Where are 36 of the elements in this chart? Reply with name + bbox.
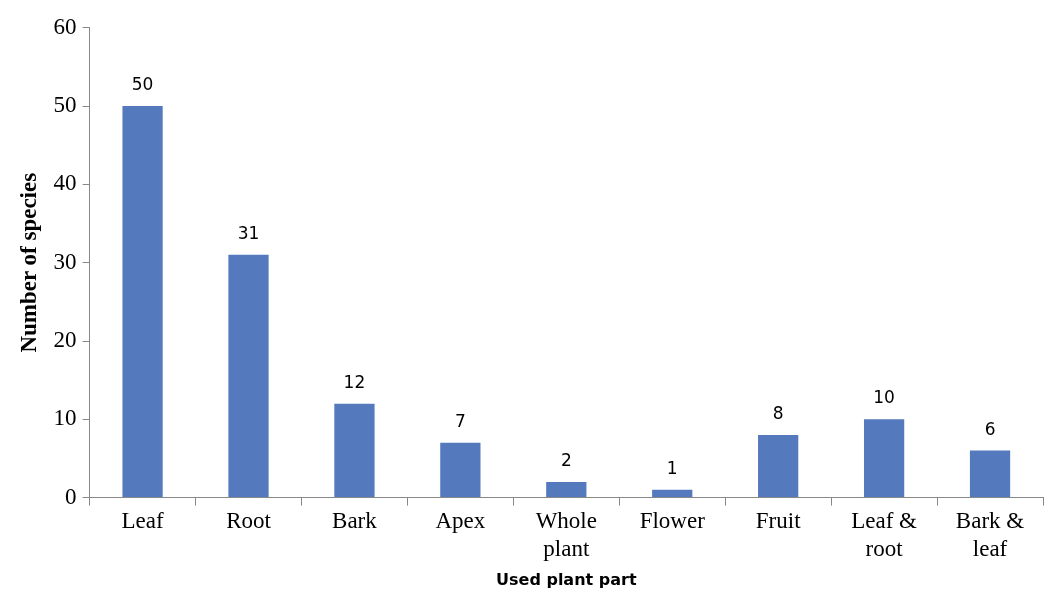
x-axis-title: Used plant part (496, 569, 637, 589)
data-label: 6 (984, 418, 996, 439)
x-tick-label: Bark (332, 508, 378, 534)
data-label: 8 (772, 402, 784, 423)
bar (758, 434, 799, 498)
y-tick-label: 30 (53, 248, 77, 274)
bar (334, 403, 375, 498)
data-label: 12 (343, 371, 366, 392)
x-tick-label: Flower (639, 508, 706, 534)
data-label: 50 (131, 74, 154, 95)
y-tick-label: 20 (53, 327, 77, 353)
bar (863, 419, 905, 498)
y-tick-label: 0 (65, 483, 77, 509)
bar (122, 106, 163, 498)
x-tick-label: Fruit (755, 508, 802, 534)
y-tick-label: 50 (53, 92, 77, 118)
bar (652, 489, 693, 498)
x-tick-label: Root (226, 508, 272, 534)
y-axis-title: Number of species (15, 172, 41, 353)
bar (969, 450, 1011, 498)
y-tick-label: 40 (53, 170, 77, 196)
x-tick-label: Apex (435, 508, 486, 534)
y-tick-label: 60 (53, 13, 77, 39)
data-label: 2 (560, 449, 572, 470)
data-label: 7 (454, 410, 466, 431)
x-tick-label: Bark & leaf (955, 508, 1025, 562)
data-label: 10 (873, 387, 895, 408)
data-label: 1 (666, 457, 678, 478)
x-tick-label: Leaf (121, 508, 164, 534)
data-label: 31 (237, 222, 260, 243)
bar (440, 442, 481, 498)
x-tick-label: Whole plant (535, 508, 597, 562)
bar (546, 481, 587, 498)
y-tick-label: 10 (53, 405, 77, 431)
bar (228, 254, 269, 498)
x-tick-label: Leaf & root (851, 508, 918, 562)
